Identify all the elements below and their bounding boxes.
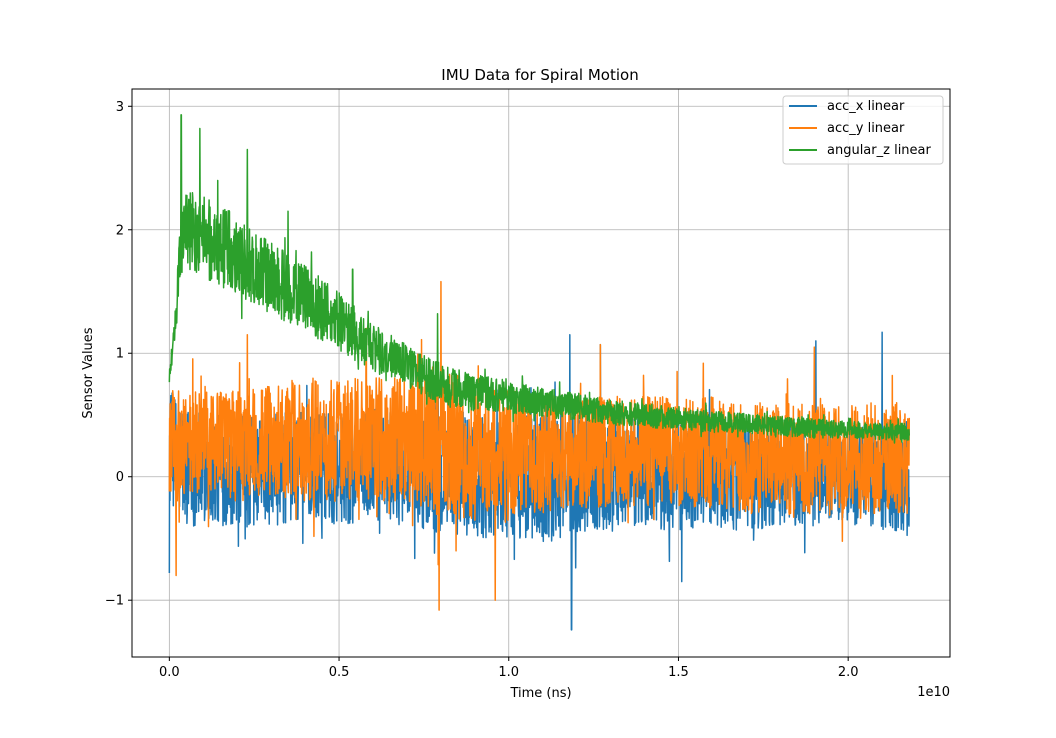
series-layer xyxy=(168,114,911,631)
x-tick-label: 2.0 xyxy=(838,665,859,680)
y-tick-label: 0 xyxy=(116,470,124,485)
legend: acc_x linear acc_y linear angular_z line… xyxy=(782,95,944,165)
plot-area xyxy=(168,114,911,631)
chart-title: IMU Data for Spiral Motion xyxy=(441,66,638,84)
legend-box xyxy=(782,95,944,165)
x-axis-offset-text: 1e10 xyxy=(917,685,950,700)
legend-label-acc-y: acc_y linear xyxy=(827,121,905,136)
legend-label-acc-x: acc_x linear xyxy=(827,99,905,114)
ticks-layer: 0.0 0.5 1.0 1.5 2.0 −1 0 1 2 3 xyxy=(105,100,859,680)
x-tick-label: 0.0 xyxy=(159,665,180,680)
x-axis-label: Time (ns) xyxy=(509,686,571,701)
x-tick-label: 1.0 xyxy=(498,665,519,680)
y-tick-label: 2 xyxy=(116,223,124,238)
series-angular-z-line xyxy=(168,114,911,444)
y-tick-label: 1 xyxy=(116,347,124,362)
y-tick-label: 3 xyxy=(116,100,124,115)
series-acc-x-line xyxy=(168,331,911,631)
series-acc-y-line xyxy=(168,280,911,611)
y-tick-label: −1 xyxy=(105,594,124,609)
legend-label-angular-z: angular_z linear xyxy=(827,143,932,158)
x-tick-label: 1.5 xyxy=(668,665,689,680)
y-axis-label: Sensor Values xyxy=(81,327,96,418)
x-tick-label: 0.5 xyxy=(329,665,350,680)
axes-frame xyxy=(131,88,951,658)
